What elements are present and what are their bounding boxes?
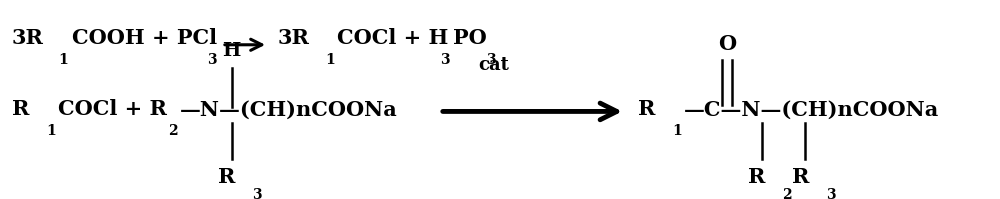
- Text: —C—N—(CH)nCOONa: —C—N—(CH)nCOONa: [684, 100, 939, 119]
- Text: 3: 3: [207, 53, 217, 67]
- Text: cat: cat: [478, 56, 509, 74]
- Text: 3: 3: [252, 188, 262, 199]
- Text: 3: 3: [440, 53, 450, 67]
- Text: 1: 1: [325, 53, 335, 67]
- Text: COCl + H: COCl + H: [337, 28, 448, 48]
- Text: 1: 1: [58, 53, 68, 67]
- Text: H: H: [222, 42, 240, 60]
- Text: R: R: [638, 100, 655, 119]
- Text: 2: 2: [782, 188, 792, 199]
- Text: R: R: [792, 167, 809, 187]
- Text: PO: PO: [453, 28, 487, 48]
- Text: 1: 1: [672, 124, 682, 138]
- Text: 2: 2: [168, 124, 178, 138]
- Text: —N—(CH)nCOONa: —N—(CH)nCOONa: [180, 100, 398, 119]
- Text: COCl + R: COCl + R: [58, 100, 167, 119]
- Text: 3: 3: [486, 53, 496, 67]
- Text: 3: 3: [826, 188, 836, 199]
- Text: O: O: [718, 34, 736, 54]
- Text: 3R: 3R: [278, 28, 310, 48]
- Text: R: R: [12, 100, 29, 119]
- Text: R: R: [748, 167, 765, 187]
- Text: 1: 1: [46, 124, 56, 138]
- Text: R: R: [218, 167, 235, 187]
- Text: 3R: 3R: [12, 28, 44, 48]
- Text: COOH + PCl: COOH + PCl: [72, 28, 217, 48]
